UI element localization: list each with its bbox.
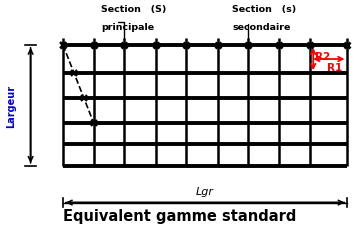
Text: Equivalent gamme standard: Equivalent gamme standard <box>63 208 297 223</box>
Text: principale: principale <box>101 23 154 32</box>
Text: Largeur: Largeur <box>6 85 16 127</box>
Text: Section   (s): Section (s) <box>232 5 296 14</box>
Text: secondaire: secondaire <box>232 23 291 32</box>
Text: R1: R1 <box>327 63 342 73</box>
Text: Lgr: Lgr <box>196 186 214 196</box>
Text: Section   (S): Section (S) <box>101 5 166 14</box>
Text: R2: R2 <box>315 51 330 61</box>
